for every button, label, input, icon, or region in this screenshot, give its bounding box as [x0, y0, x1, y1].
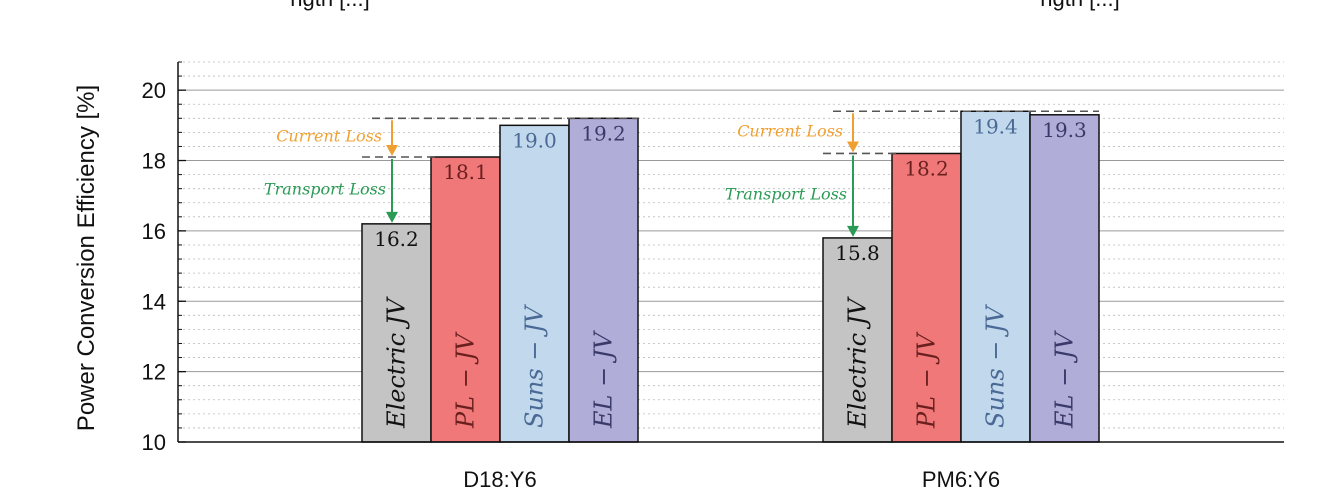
bar-value-label: 19.0 — [512, 128, 557, 152]
bar — [361, 223, 432, 443]
transport-loss-label: Transport Loss — [725, 185, 847, 204]
y-tick-label: 10 — [142, 430, 166, 455]
bar-value-label: 18.1 — [443, 160, 488, 184]
bar — [568, 117, 639, 443]
y-tick-label: 14 — [142, 289, 166, 314]
bar-series-label: Suns − JV — [982, 303, 1010, 428]
current-loss-arrowhead — [847, 141, 859, 153]
loss-annotations: Current Loss Transport Loss Current Loss Tr… — [264, 110, 1099, 237]
bar-series-label: EL − JV — [1051, 330, 1079, 429]
bar-value-label: 18.2 — [904, 156, 949, 180]
axes: 10 12 14 16 18 20 D18:Y6 PM6:Y6 — [142, 61, 1284, 492]
bar-value-label: 16.2 — [374, 227, 419, 251]
bar-value-label: 19.2 — [581, 121, 626, 145]
current-loss-label: Current Loss — [276, 127, 382, 146]
bar — [960, 110, 1031, 443]
bar-series-label: Electric JV — [844, 296, 872, 429]
bar-series-label: PL − JV — [452, 331, 480, 429]
gridlines — [178, 61, 1284, 429]
transport-loss-arrowhead — [847, 225, 859, 237]
y-axis-title: Power Conversion Efficiency [%] — [73, 85, 100, 431]
bar-series-label: EL − JV — [590, 330, 618, 429]
bar-value-label: 19.3 — [1042, 118, 1087, 142]
current-loss-label: Current Loss — [737, 121, 843, 140]
current-loss-arrowhead — [386, 145, 398, 156]
x-category-label: D18:Y6 — [463, 467, 536, 492]
cropped-label-left: ngth [...] — [290, 0, 370, 11]
transport-loss-label: Transport Loss — [264, 179, 386, 198]
y-tick-label: 18 — [142, 149, 166, 174]
transport-loss-arrowhead — [386, 211, 398, 223]
cropped-label-right: ngth [...] — [1040, 0, 1120, 11]
y-tick-label: 16 — [142, 219, 166, 244]
x-category-label: PM6:Y6 — [922, 467, 1000, 492]
cropped-top-text: ngth [...] ngth [...] — [290, 0, 1120, 11]
bar — [1029, 114, 1100, 443]
bar-value-label: 19.4 — [973, 114, 1018, 138]
bar-group: 16.2 Electric JV 18.1 PL − JV 19.0 Suns − JV 1… — [361, 110, 1100, 443]
y-tick-label: 20 — [142, 78, 166, 103]
bar — [822, 237, 893, 443]
bar-series-label: PL − JV — [913, 331, 941, 429]
bar — [430, 156, 501, 443]
bar-value-label: 15.8 — [835, 241, 880, 265]
bar-series-label: Suns − JV — [521, 303, 549, 428]
y-tick-label: 12 — [142, 360, 166, 385]
bar-series-label: Electric JV — [383, 296, 411, 429]
